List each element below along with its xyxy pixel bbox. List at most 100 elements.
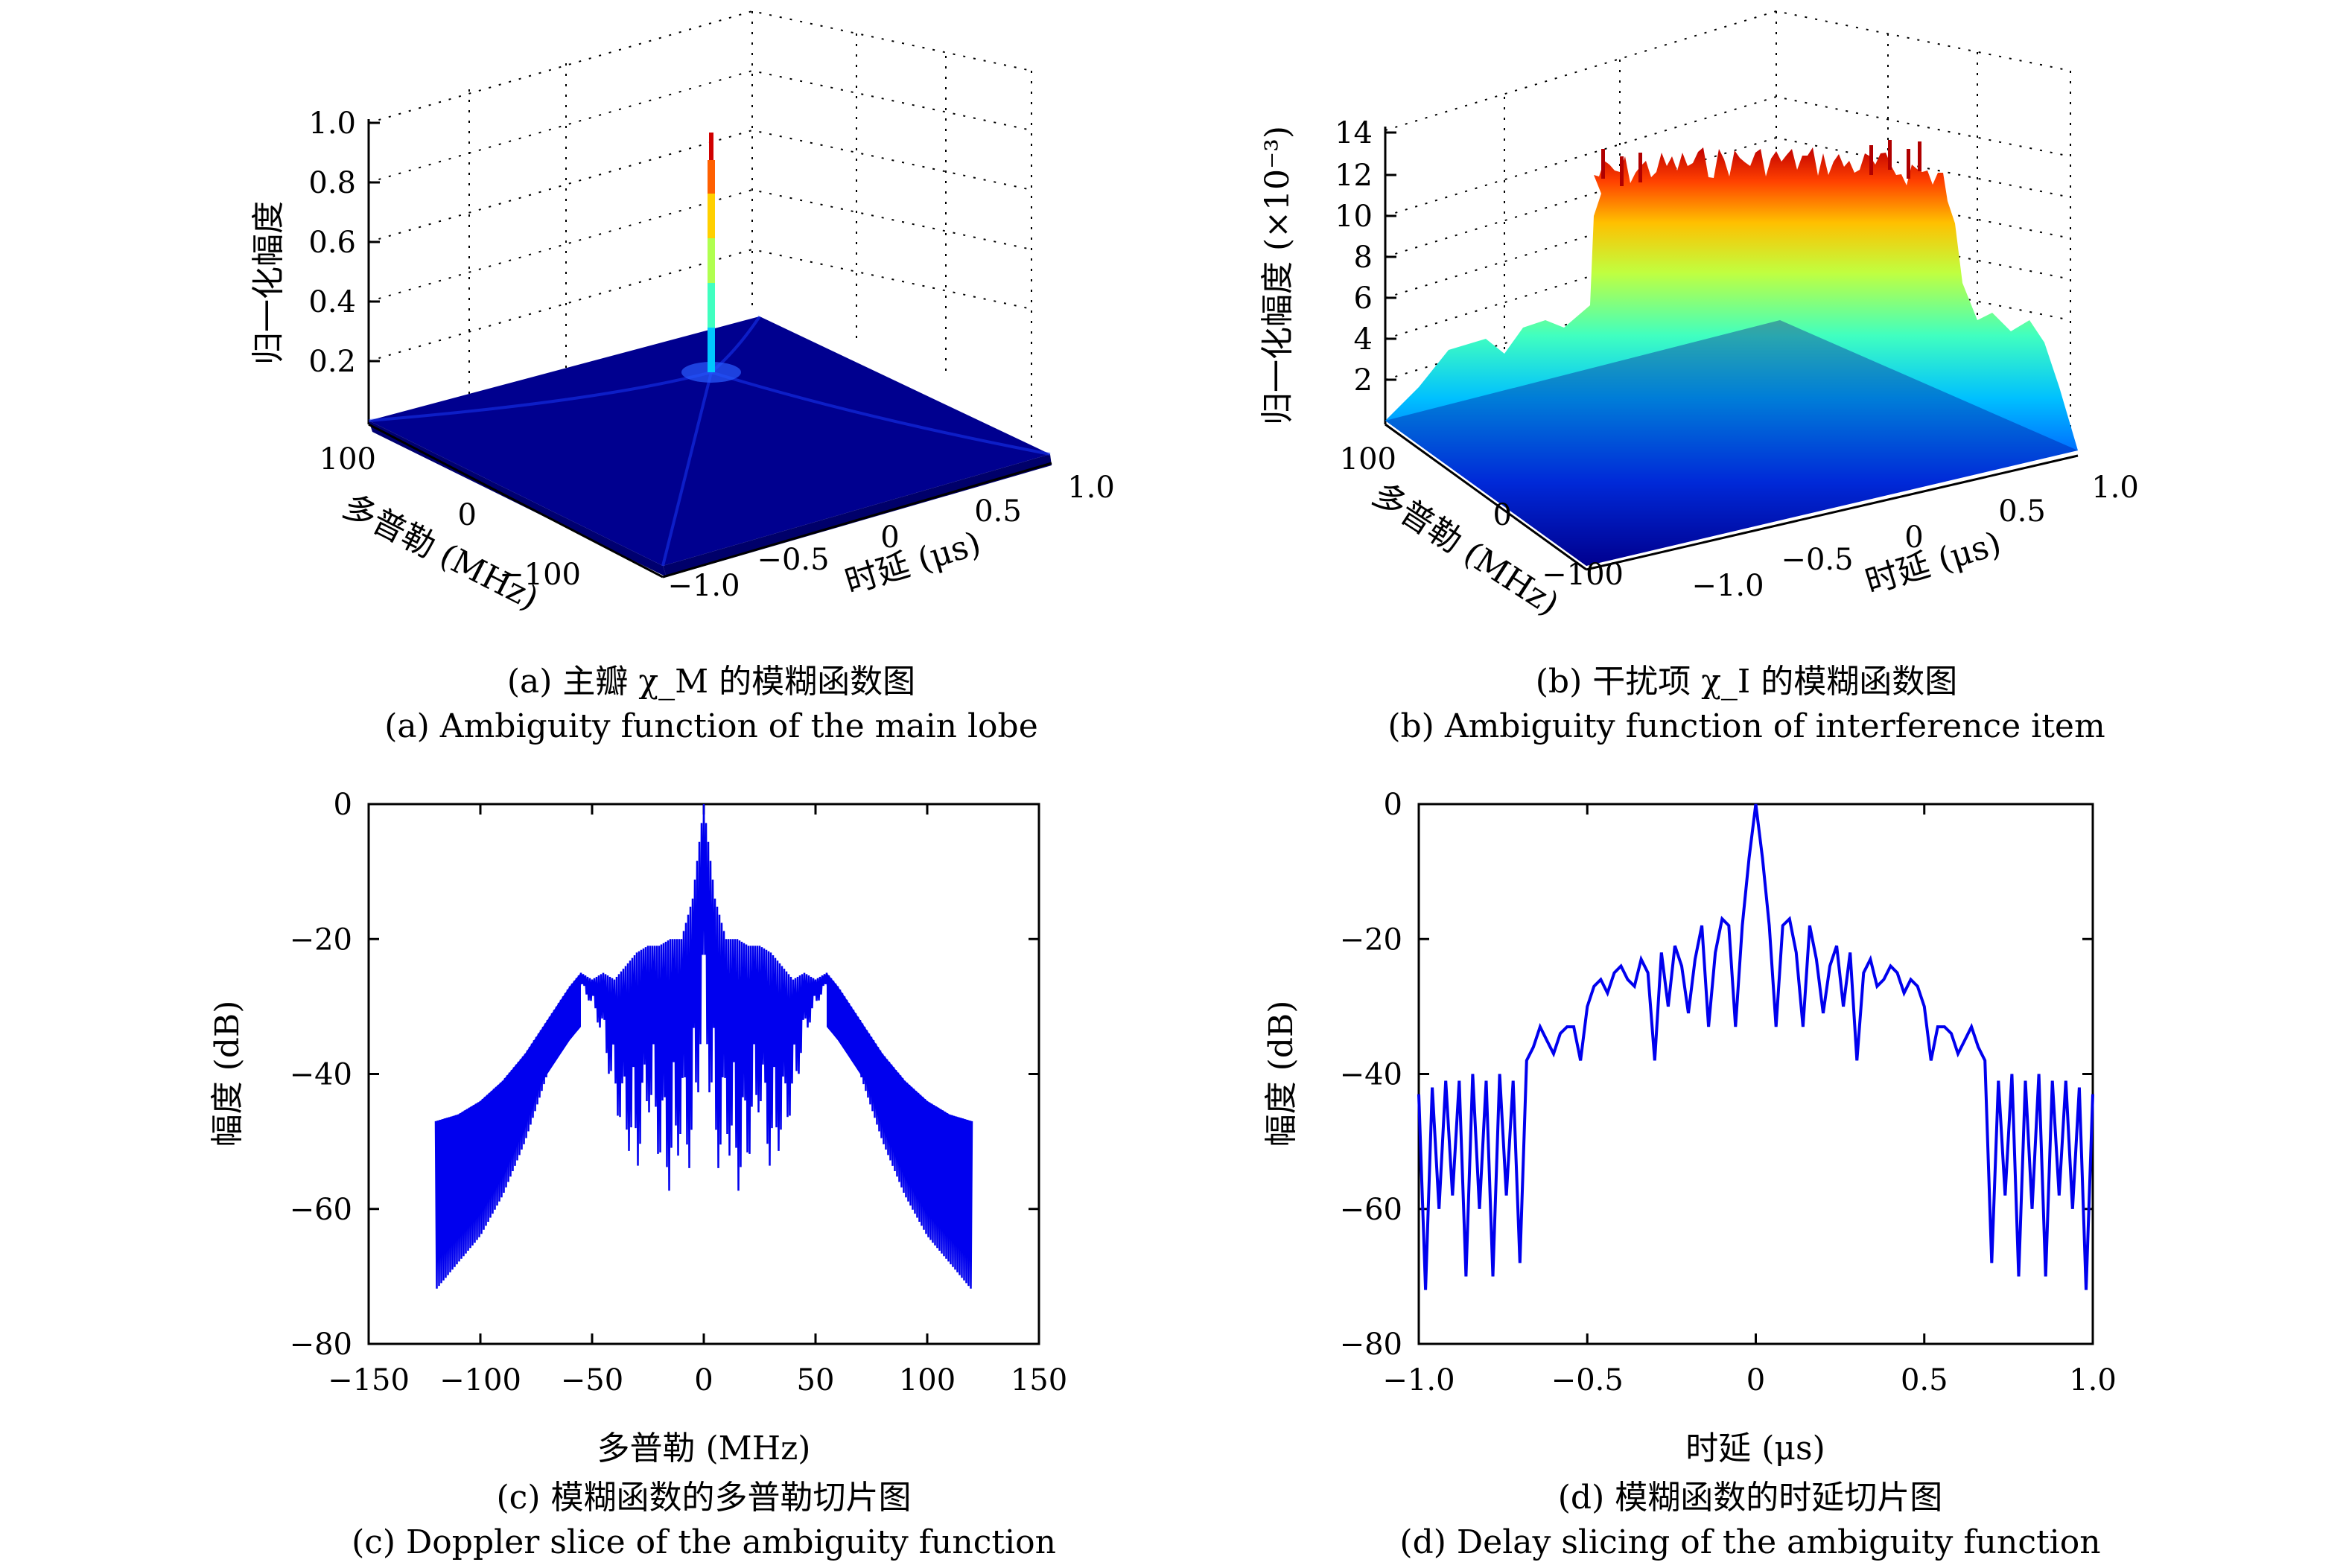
x-tick-label: −1.0: [1382, 1363, 1455, 1398]
x-axis-label-b: 时延 (μs): [1861, 524, 2006, 602]
x-tick-label: 1.0: [2091, 471, 2139, 505]
z-tick-label: 12: [1335, 159, 1373, 193]
z-tick-label: 0.2: [308, 345, 356, 379]
y-tick-label: −80: [290, 1328, 352, 1362]
y-tick-label: 0: [458, 498, 477, 532]
caption-a-en: (a) Ambiguity function of the main lobe: [384, 707, 1038, 745]
x-tick-label: −1.0: [1691, 569, 1764, 603]
x-tick-label: 0: [1904, 520, 1923, 555]
y-axis-label-a: 多普勒 (MHz): [337, 487, 544, 618]
x-tick-label: −150: [328, 1363, 410, 1398]
chart-d: −1.0 −0.5 0 0.5 1.0 0 −20 −40 −60 −80 时延 (μs) 幅度…: [1262, 788, 2117, 1561]
caption-c-en: (c) Doppler slice of the ambiguity funct…: [352, 1523, 1056, 1561]
x-tick-label: 1.0: [1067, 471, 1115, 505]
surface-floor-b: [1385, 320, 2078, 566]
surface-body-b: [1385, 147, 2078, 566]
peak-spike-b: [1869, 145, 1873, 175]
x-tick-label: 0.5: [974, 494, 1022, 529]
z-axis-label-b: 归一化幅度 (×10⁻³): [1259, 126, 1297, 425]
x-tick-label: 0: [694, 1363, 713, 1398]
y-tick-label: −20: [290, 922, 352, 957]
y-tick-label: −100: [499, 558, 581, 592]
sidelobe-ridge-a1: [368, 371, 712, 422]
surface-floor-shade-a: [369, 421, 667, 577]
y-ticks-b: 100 0 −100: [1340, 442, 1624, 592]
x-tick-label: 0: [880, 520, 899, 555]
z-axis-label-a: 归一化幅度: [249, 201, 287, 365]
chart-a: 0.2 0.4 0.6 0.8 1.0 100 0 −100 −1.0 −0.5 0 0.5 1.0…: [249, 10, 1115, 745]
sidelobe-ridge-a3: [711, 371, 1051, 456]
peak-spike-b: [1918, 141, 1921, 171]
y-ticks-d: 0 −20 −40 −60 −80: [1340, 788, 2093, 1362]
doppler-slice-line: [434, 803, 973, 1289]
y-tick-label: −60: [1340, 1193, 1402, 1227]
caption-b-en: (b) Ambiguity function of interference i…: [1387, 707, 2105, 745]
delay-slice-line: [1417, 803, 2094, 1290]
z-ticks-b: 2 4 6 8 10 12 14: [1335, 116, 1396, 398]
x-tick-label: 150: [1011, 1363, 1067, 1398]
z-ticks-a: 0.2 0.4 0.6 0.8 1.0: [308, 106, 380, 379]
y-tick-label: 0: [1384, 788, 1402, 822]
y-tick-label: −40: [290, 1058, 352, 1092]
y-tick-label: −40: [1340, 1058, 1402, 1092]
z-tick-label: 6: [1354, 281, 1373, 316]
surface-floor-a: [369, 316, 1050, 566]
z-tick-label: 0.4: [308, 285, 356, 319]
z-tick-label: 0.8: [308, 166, 356, 200]
x-tick-label: 0: [1746, 1363, 1765, 1398]
z-tick-label: 4: [1354, 322, 1373, 357]
z-tick-label: 8: [1354, 240, 1373, 275]
peak-spike-b: [1601, 149, 1605, 179]
y-tick-label: 0: [1493, 498, 1512, 532]
x-tick-label: −100: [439, 1363, 521, 1398]
caption-d-cn: (d) 模糊函数的时延切片图: [1558, 1479, 1942, 1517]
x-tick-label: −0.5: [1551, 1363, 1624, 1398]
z-tick-label: 2: [1354, 363, 1373, 398]
x-tick-label: −0.5: [757, 543, 829, 577]
peak-spike-b: [1638, 153, 1642, 182]
y-tick-label: 100: [320, 442, 376, 477]
doppler-slice-fill: [436, 972, 972, 1176]
x-ticks-a: −1.0 −0.5 0 0.5 1.0: [667, 471, 1114, 603]
y-ticks-c: 0 −20 −40 −60 −80: [290, 788, 1039, 1362]
caption-b-cn: (b) 干扰项 χ_I 的模糊函数图: [1536, 663, 1958, 701]
caption-a-cn: (a) 主瓣 χ_M 的模糊函数图: [507, 663, 915, 701]
surface-floor-shade-a2: [663, 454, 1052, 577]
chart-c: −150 −100 −50 0 50 100 150 0 −20 −40 −60 −80 多普勒 (…: [209, 788, 1067, 1561]
y-tick-label: −100: [1542, 558, 1624, 592]
peak-spike-b: [1620, 156, 1624, 186]
x-ticks-c: −150 −100 −50 0 50 100 150: [328, 804, 1067, 1398]
x-ticks-b: −1.0 −0.5 0 0.5 1.0: [1691, 471, 2138, 603]
y-tick-label: −80: [1340, 1328, 1402, 1362]
x-axis-label-d: 时延 (μs): [1685, 1430, 1825, 1467]
x-tick-label: −50: [561, 1363, 623, 1398]
x-axis-label-a: 时延 (μs): [841, 524, 985, 602]
y-ticks-a: 100 0 −100: [320, 442, 581, 592]
z-tick-label: 14: [1335, 116, 1373, 150]
x-tick-label: 100: [899, 1363, 956, 1398]
surface-b: [1385, 140, 2078, 566]
x-tick-label: 50: [797, 1363, 835, 1398]
y-tick-label: 0: [334, 788, 352, 822]
x-ticks-d: −1.0 −0.5 0 0.5 1.0: [1382, 804, 2117, 1398]
z-tick-label: 1.0: [308, 106, 356, 141]
z-tick-label: 10: [1335, 200, 1373, 234]
x-tick-label: 0.5: [1901, 1363, 1948, 1398]
peak-spike-b: [1907, 149, 1910, 179]
x-tick-label: −0.5: [1781, 543, 1853, 577]
y-axis-label-d: 幅度 (dB): [1262, 1001, 1300, 1147]
y-tick-label: −60: [290, 1193, 352, 1227]
box-grid-a: [368, 10, 1032, 443]
x-tick-label: −1.0: [667, 569, 740, 603]
main-lobe-spike-a: [708, 133, 715, 372]
y-axis-label-c: 幅度 (dB): [209, 1001, 247, 1147]
caption-c-cn: (c) 模糊函数的多普勒切片图: [497, 1479, 912, 1517]
y-tick-label: 100: [1340, 442, 1396, 477]
caption-d-en: (d) Delay slicing of the ambiguity funct…: [1399, 1523, 2100, 1561]
x-axis-label-c: 多普勒 (MHz): [597, 1430, 811, 1467]
chart-b: 2 4 6 8 10 12 14 100 0 −100 −1.0 −0.5 0 0.5 1.0 归一化幅…: [1259, 10, 2139, 745]
y-tick-label: −20: [1340, 922, 1402, 957]
sidelobe-ridge-a2: [661, 372, 713, 567]
x-tick-label: 1.0: [2069, 1363, 2117, 1398]
x-tick-label: 0.5: [1998, 494, 2046, 529]
